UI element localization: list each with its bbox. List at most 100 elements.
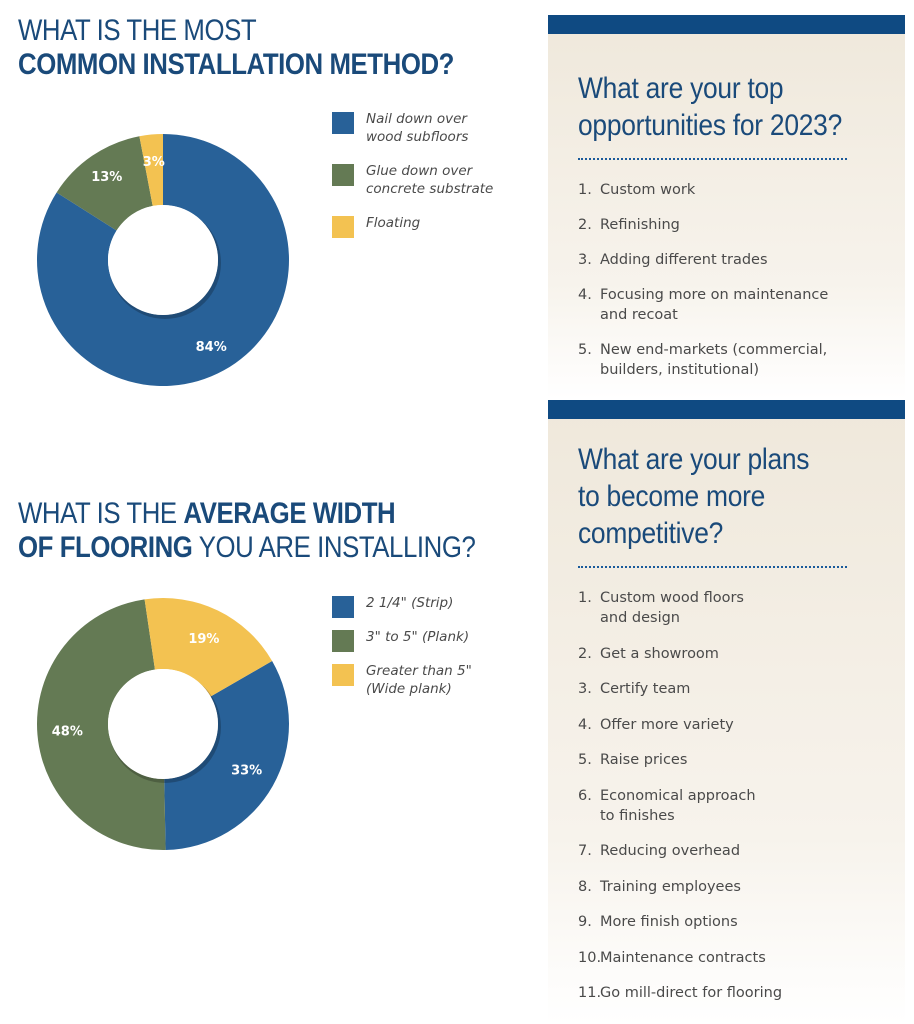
list-item-text: Reducing overhead: [600, 843, 741, 859]
donut-label-glue-down: 13%: [91, 170, 122, 185]
list-item-text: Certify team: [600, 681, 691, 697]
donut-label-plank: 48%: [52, 725, 83, 740]
list-item: 2. Refinishing: [578, 215, 905, 235]
legend-label-strip: 2 1/4" (Strip): [366, 595, 454, 611]
opportunities-heading-line1: What are your top: [578, 72, 784, 105]
legend-item-plank: 3" to 5" (Plank): [332, 628, 542, 652]
chart1-legend: Nail down over wood subfloors Glue down …: [332, 110, 542, 248]
chart1-title-line2-bold: COMMON INSTALLATION METHOD?: [18, 48, 455, 81]
chart2-title-line2-bold: OF FLOORING: [18, 531, 193, 564]
list-item: 8. Training employees: [578, 877, 905, 897]
chart1-title: WHAT IS THE MOST COMMON INSTALLATION MET…: [18, 14, 525, 82]
legend-item-wide-plank: Greater than 5" (Wide plank): [332, 662, 542, 698]
list-item-number: 2.: [578, 645, 592, 662]
list-item-number: 11.: [578, 985, 602, 1001]
list-item: 7. Reducing overhead: [578, 841, 905, 861]
list-item-text: Refinishing: [600, 217, 680, 233]
list-item: 9. More finish options: [578, 912, 905, 932]
legend-item-floating: Floating: [332, 214, 542, 238]
legend-swatch-strip: [332, 596, 354, 618]
list-item-text: Get a showroom: [600, 645, 719, 662]
chart2-legend: 2 1/4" (Strip) 3" to 5" (Plank) Greater …: [332, 594, 542, 714]
chart2-title-line2-regular: YOU ARE INSTALLING?: [192, 531, 476, 564]
legend-item-strip: 2 1/4" (Strip): [332, 594, 542, 618]
list-item-text: Training employees: [600, 878, 741, 895]
legend-item-nail-down: Nail down over wood subfloors: [332, 110, 542, 146]
list-item-number: 9.: [578, 914, 592, 930]
list-item-text: Custom wood floors and design: [600, 590, 744, 626]
chart2-title-line2: OF FLOORING YOU ARE INSTALLING?: [18, 531, 476, 565]
competitive-plans-heading-line2: to become more: [578, 480, 766, 513]
panel-top-bar: [548, 15, 905, 34]
competitive-plans-heading-line3: competitive?: [578, 517, 724, 550]
donut-slice-floating: [139, 134, 163, 206]
list-item-number: 1.: [578, 590, 592, 606]
list-item-number: 3.: [578, 681, 592, 697]
list-item-text: Adding different trades: [600, 252, 768, 268]
list-item-number: 1.: [578, 182, 592, 198]
legend-swatch-nail-down: [332, 112, 354, 134]
donut-chart-flooring-width: 33% 48% 19%: [36, 598, 289, 850]
donut-slice-strip: [164, 661, 289, 850]
list-item-number: 5.: [578, 342, 592, 358]
list-item-number: 4.: [578, 287, 592, 303]
list-item-number: 7.: [578, 843, 592, 859]
legend-swatch-glue-down: [332, 164, 354, 186]
donut-slice-wide-plank: [144, 598, 273, 697]
competitive-plans-heading-line1: What are your plans: [578, 443, 810, 476]
list-item-text: New end-markets (commercial, builders, i…: [600, 342, 828, 378]
opportunities-heading: What are your top opportunities for 2023…: [548, 70, 905, 144]
list-item: 1. Custom wood floors and design: [578, 588, 905, 628]
list-item: 5. Raise prices: [578, 750, 905, 770]
donut-slice-plank: [36, 599, 166, 850]
chart1-title-line1: WHAT IS THE MOST: [18, 14, 257, 47]
legend-label-nail-down: Nail down over wood subfloors: [366, 111, 469, 145]
list-item-text: Go mill-direct for flooring: [600, 985, 783, 1001]
legend-swatch-wide-plank: [332, 664, 354, 686]
list-item-number: 6.: [578, 787, 592, 804]
legend-label-floating: Floating: [366, 215, 421, 231]
legend-label-glue-down: Glue down over concrete substrate: [366, 163, 494, 197]
opportunities-list: 1. Custom work 2. Refinishing 3. Adding dif…: [548, 180, 905, 380]
list-item-text: Maintenance contracts: [600, 949, 766, 966]
list-item: 3. Adding different trades: [578, 250, 905, 270]
list-item: 10. Maintenance contracts: [578, 948, 905, 968]
donut-label-nail-down: 84%: [196, 340, 227, 355]
list-item-number: 5.: [578, 752, 592, 768]
competitive-plans-heading: What are your plans to become more compe…: [548, 441, 905, 552]
opportunities-panel: What are your top opportunities for 2023…: [548, 15, 905, 399]
donut-chart-installation-method: 84% 13% 3%: [36, 134, 289, 386]
legend-label-wide-plank: Greater than 5" (Wide plank): [366, 663, 472, 697]
list-item-text: More finish options: [600, 914, 738, 930]
list-item-text: Raise prices: [600, 752, 688, 768]
donut-slice-nail-down: [36, 134, 289, 386]
list-item: 3. Certify team: [578, 679, 905, 699]
donut-label-strip: 33%: [231, 764, 262, 779]
donut-hole: [108, 669, 218, 779]
chart2-title: WHAT IS THE AVERAGE WIDTH OF FLOORING YO…: [18, 497, 550, 565]
donut-label-wide-plank: 19%: [188, 632, 219, 647]
list-item-number: 3.: [578, 252, 592, 268]
list-item-number: 2.: [578, 217, 592, 233]
list-item-text: Custom work: [600, 182, 696, 198]
panel-top-bar: [548, 400, 905, 419]
chart2-title-line1-regular: WHAT IS THE: [18, 497, 184, 530]
legend-swatch-floating: [332, 216, 354, 238]
chart2-title-line1: WHAT IS THE AVERAGE WIDTH: [18, 497, 475, 531]
donut-hole: [108, 205, 218, 315]
list-item: 4. Offer more variety: [578, 715, 905, 735]
list-item: 2. Get a showroom: [578, 644, 905, 664]
list-item: 1. Custom work: [578, 180, 905, 200]
list-item-number: 8.: [578, 878, 592, 895]
dotted-divider: [578, 158, 847, 160]
opportunities-heading-line2: opportunities for 2023?: [578, 109, 842, 142]
competitive-plans-list: 1. Custom wood floors and design 2. Get a …: [548, 588, 905, 1003]
list-item-number: 10.: [578, 949, 602, 966]
list-item-text: Economical approach to finishes: [600, 787, 756, 824]
list-item-text: Focusing more on maintenance and recoat: [600, 287, 829, 323]
list-item: 4. Focusing more on maintenance and recoa…: [578, 285, 905, 325]
competitive-plans-panel: What are your plans to become more compe…: [548, 400, 905, 1024]
legend-swatch-plank: [332, 630, 354, 652]
list-item: 6. Economical approach to finishes: [578, 786, 905, 826]
chart2-title-line1-bold: AVERAGE WIDTH: [183, 497, 396, 530]
